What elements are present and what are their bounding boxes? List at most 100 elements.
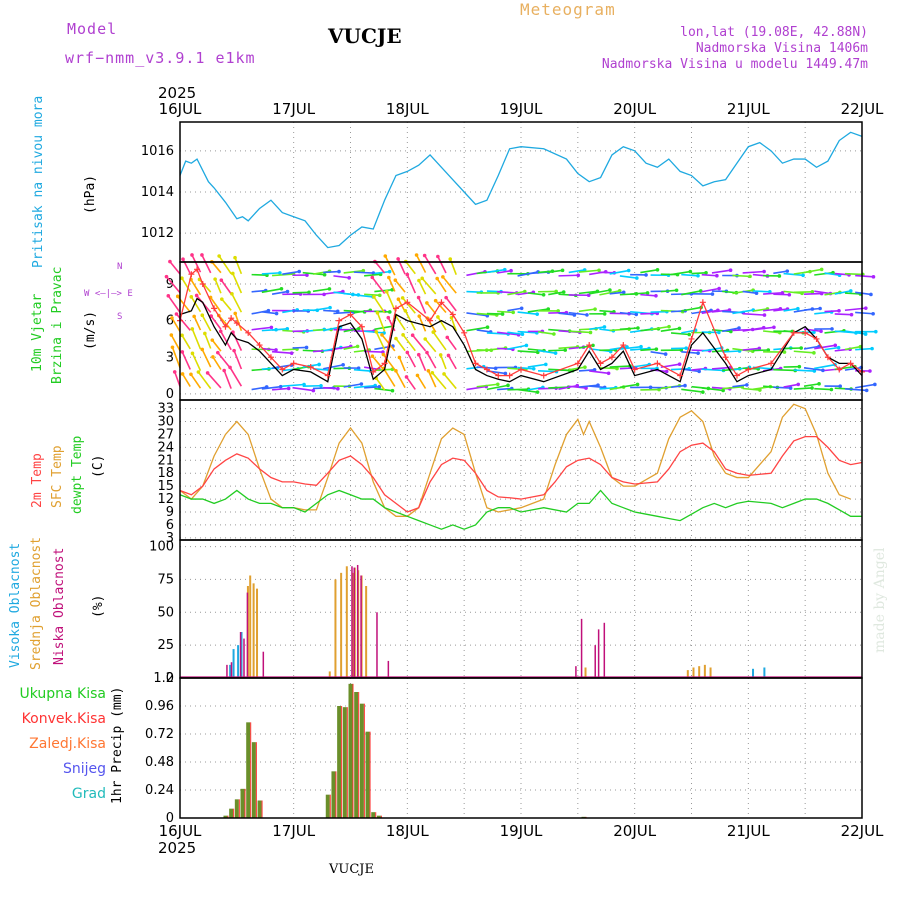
wind-arrow xyxy=(803,345,820,350)
wind-arrow xyxy=(466,290,482,293)
wind-arrow xyxy=(402,334,416,352)
wind-arrow xyxy=(402,297,416,314)
cloud-low-bar xyxy=(226,664,228,678)
wind-arrow xyxy=(711,329,731,333)
wind-arrow xyxy=(427,370,437,388)
wind-arrow xyxy=(722,327,740,333)
wind-arrow xyxy=(834,290,851,295)
cloud-low-bar xyxy=(246,592,249,678)
wind-arrow xyxy=(568,330,591,334)
wind-speed-line xyxy=(179,297,863,383)
wind-arrow xyxy=(803,307,821,311)
wind-arrow-head xyxy=(602,312,607,316)
wind-arrow-head xyxy=(748,274,752,279)
top-time-tick-label: 21JUL xyxy=(727,100,770,118)
wind-arrow xyxy=(507,331,523,336)
wind-arrow-head xyxy=(222,368,226,373)
wind-arrow xyxy=(568,385,587,389)
wind-arrow-head xyxy=(423,337,428,341)
wind-arrow-head xyxy=(729,329,733,334)
wind-arrow xyxy=(803,268,822,274)
wind-arrow-head xyxy=(509,268,513,273)
wind-arrow xyxy=(619,366,636,370)
bottom-year-label: 2025 xyxy=(158,839,196,857)
wind-arrow-head xyxy=(168,259,172,264)
wind-arrow-head xyxy=(664,369,669,374)
wind-arrow xyxy=(272,350,292,354)
wind-arrow xyxy=(517,388,538,393)
wind-arrow xyxy=(855,347,873,351)
wind-arrow xyxy=(190,373,202,389)
wind-arrow xyxy=(537,331,554,335)
precip-conv-bar xyxy=(255,742,257,818)
meteogram-label: Meteogram xyxy=(520,0,616,19)
wind-arrow xyxy=(373,296,386,314)
cloud-y-tick-label: 0 xyxy=(166,671,174,686)
wind-arrow-head xyxy=(180,276,184,280)
wind-arrow-head xyxy=(833,343,838,348)
wind-arrow xyxy=(640,269,658,274)
wind-arrow-head xyxy=(585,313,589,317)
wind-arrow xyxy=(476,366,496,370)
wind-arrow xyxy=(229,367,243,387)
wind-arrow xyxy=(711,269,731,274)
wind-arrow xyxy=(437,316,447,331)
wind-arrow-head xyxy=(180,372,185,376)
wind-arrow-head xyxy=(436,315,440,319)
wind-arrow-head xyxy=(541,292,546,297)
wind-arrow xyxy=(701,273,717,277)
precip-total-bar xyxy=(365,731,370,818)
cloud-mid-bar xyxy=(365,586,368,678)
wind-arrow xyxy=(507,290,525,296)
wind-arrow xyxy=(527,308,549,313)
wind-gust-marker xyxy=(392,305,399,312)
wind-arrow xyxy=(323,290,343,295)
temp-y-tick-label: 15 xyxy=(157,479,174,494)
cloud-low-bar xyxy=(243,638,245,678)
wind-gust-marker xyxy=(620,342,627,349)
wind-arrow xyxy=(763,291,783,295)
wind-gust-marker xyxy=(586,342,593,349)
wind-gust-marker xyxy=(847,360,854,367)
wind-arrow-head xyxy=(684,346,688,350)
wind-arrow-head xyxy=(519,306,524,311)
wind-arrow-head xyxy=(524,343,529,348)
wind-arrow-head xyxy=(359,382,364,386)
wind-arrow xyxy=(271,290,288,295)
wind-arrow-head xyxy=(829,387,834,392)
cloud-y-tick-label: 25 xyxy=(157,638,174,653)
wind-arrow xyxy=(223,370,232,389)
wind-arrow-head xyxy=(213,277,217,281)
precip-total-bar xyxy=(371,812,376,818)
wind-arrow-head xyxy=(552,332,556,336)
wind-arrow xyxy=(507,344,527,350)
wind-arrow xyxy=(251,326,272,331)
wind-arrow-head xyxy=(220,297,224,301)
temp-y-tick-label: 12 xyxy=(157,492,174,507)
wind-arrow xyxy=(261,272,280,275)
pressure-y-tick-label: 1016 xyxy=(141,144,174,159)
wind-arrow-head xyxy=(757,346,762,351)
cloud-low-bar xyxy=(597,629,600,678)
wind-arrow-head xyxy=(655,268,660,272)
wind-arrow-head xyxy=(174,312,179,316)
precip-total-bar xyxy=(376,815,381,818)
wind-arrow xyxy=(445,297,457,312)
wind-arrow-head xyxy=(328,305,332,310)
wind-arrow xyxy=(783,272,804,277)
wind-arrow xyxy=(722,350,740,353)
wind-arrow-head xyxy=(727,308,732,312)
wind-arrow xyxy=(589,289,611,295)
precip-conv-bar xyxy=(227,815,229,818)
wind-arrow xyxy=(578,308,596,313)
wind-arrow xyxy=(793,350,814,354)
wind-arrow xyxy=(589,385,605,389)
wind-arrow-head xyxy=(442,372,446,376)
wind-arrow xyxy=(231,293,243,313)
wind-arrow xyxy=(417,297,427,314)
wind-arrow xyxy=(742,290,757,294)
precip-conv-bar xyxy=(244,788,246,818)
precip-total-bar xyxy=(325,794,330,818)
wind-arrow-head xyxy=(380,333,384,337)
wind-arrow-head xyxy=(361,268,366,273)
